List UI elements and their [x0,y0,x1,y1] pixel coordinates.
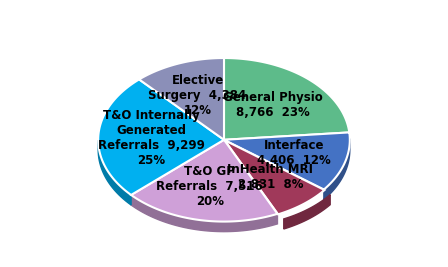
Polygon shape [131,140,277,222]
Polygon shape [224,140,324,214]
Text: Interface
4,406  12%: Interface 4,406 12% [257,139,331,167]
Polygon shape [224,58,349,140]
Text: InHealth MRI
2,831  8%: InHealth MRI 2,831 8% [228,163,314,191]
Text: General Physio
8,766  23%: General Physio 8,766 23% [224,91,323,119]
Text: Elective
Surgery  4,384
12%: Elective Surgery 4,384 12% [148,74,247,117]
Polygon shape [98,140,131,205]
Polygon shape [284,195,330,229]
Text: T&O GP
Referrals  7,516
20%: T&O GP Referrals 7,516 20% [156,165,263,208]
Text: T&O Internally
Generated
Referrals  9,299
25%: T&O Internally Generated Referrals 9,299… [98,109,205,167]
Polygon shape [131,195,277,232]
Polygon shape [224,132,350,190]
Polygon shape [98,79,224,195]
Polygon shape [139,58,224,140]
Polygon shape [324,139,350,200]
